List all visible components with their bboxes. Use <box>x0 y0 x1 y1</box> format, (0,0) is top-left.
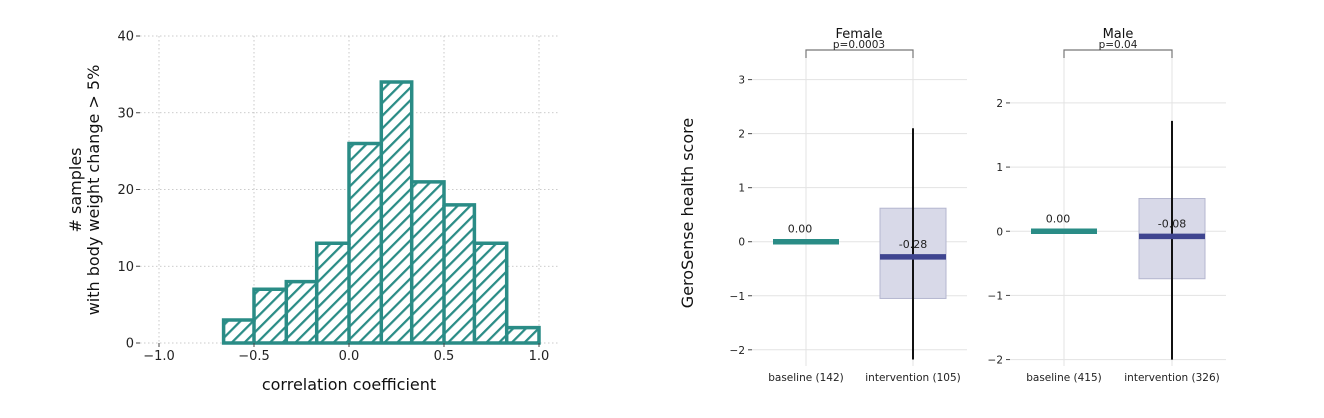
m-y-tick-label: 0 <box>996 226 1003 238</box>
f-category-label: intervention (105) <box>865 372 960 384</box>
f-value-label: 0.00 <box>788 223 813 236</box>
f-category-label: baseline (142) <box>768 372 844 384</box>
female-p-value: p=0.0003 <box>833 39 885 51</box>
male-marks: 0.00 -0.08 <box>1031 120 1206 360</box>
histogram-x-tick-label: −1.0 <box>143 349 175 364</box>
m-category-label: intervention (326) <box>1124 372 1219 384</box>
female-y-ticks: −2 −1 0 1 2 3 <box>730 75 752 357</box>
histogram-x-tick-label: 0.0 <box>339 349 360 364</box>
male-significance-bracket <box>1063 49 1173 58</box>
f-y-tick-label: 1 <box>738 183 745 195</box>
histogram-bars <box>221 80 541 345</box>
f-value-label: -0.28 <box>899 238 927 251</box>
histogram-x-axis-label: correlation coefficient <box>262 375 436 394</box>
histogram-x-tick-label: 1.0 <box>529 349 550 364</box>
male-panel-title: Male <box>1103 27 1134 42</box>
female-panel-title: Female <box>835 27 882 42</box>
m-category-label: baseline (415) <box>1026 372 1102 384</box>
histogram-bar <box>254 289 287 343</box>
histogram-y-axis-label-line1: # samples <box>66 148 85 233</box>
histogram-y-tick-label: 30 <box>117 106 134 121</box>
histogram-y-tick-label: 0 <box>126 337 134 352</box>
histogram-bar <box>316 243 349 343</box>
f-y-tick-label: 2 <box>738 129 745 141</box>
histogram-y-ticks: 0 10 20 30 40 <box>117 30 140 352</box>
histogram-panel: −1.0 −0.5 0.0 0.5 1.0 0 10 20 30 40 correlation … <box>66 30 558 394</box>
histogram-bar <box>349 143 382 343</box>
male-p-value: p=0.04 <box>1099 39 1138 51</box>
histogram-bar <box>381 82 412 344</box>
histogram-x-tick-label: 0.5 <box>434 349 455 364</box>
m-y-tick-label: −2 <box>988 355 1003 367</box>
histogram-y-axis-label-line2: with body weight change > 5% <box>84 65 103 316</box>
histogram-y-tick-label: 40 <box>117 30 134 45</box>
f-y-tick-label: 0 <box>738 237 745 249</box>
female-x-ticks: baseline (142) intervention (105) <box>768 372 961 384</box>
m-value-label: 0.00 <box>1046 212 1071 225</box>
male-x-ticks: baseline (415) intervention (326) <box>1026 372 1220 384</box>
f-y-tick-label: −2 <box>730 345 745 357</box>
histogram-outline <box>221 80 541 345</box>
histogram-bar <box>286 281 317 343</box>
histogram-bar <box>474 243 507 343</box>
f-y-tick-label: −1 <box>730 291 745 303</box>
female-marks: 0.00 -0.28 <box>773 128 947 360</box>
histogram-bar <box>411 181 444 343</box>
female-panel: 0.00 -0.28 −2 −1 0 1 2 3 baseline (142) interve… <box>730 27 967 384</box>
m-y-tick-label: −1 <box>988 290 1003 302</box>
male-panel: 0.00 -0.08 −2 −1 0 1 2 baseline (415) interven… <box>988 27 1226 384</box>
histogram-bar <box>506 327 539 343</box>
histogram-x-tick-label: −0.5 <box>238 349 270 364</box>
histogram-y-tick-label: 10 <box>117 260 134 275</box>
health-score-y-axis-label: GeroSense health score <box>678 118 697 308</box>
female-significance-bracket <box>805 49 914 58</box>
histogram-x-ticks: −1.0 −0.5 0.0 0.5 1.0 <box>143 343 549 364</box>
male-y-ticks: −2 −1 0 1 2 <box>988 98 1010 367</box>
histogram-y-tick-label: 20 <box>117 183 134 198</box>
histogram-bar <box>223 319 254 343</box>
m-value-label: -0.08 <box>1158 217 1186 230</box>
m-y-tick-label: 1 <box>996 162 1003 174</box>
f-y-tick-label: 3 <box>738 75 745 87</box>
m-y-tick-label: 2 <box>996 98 1003 110</box>
histogram-bar <box>444 204 475 343</box>
